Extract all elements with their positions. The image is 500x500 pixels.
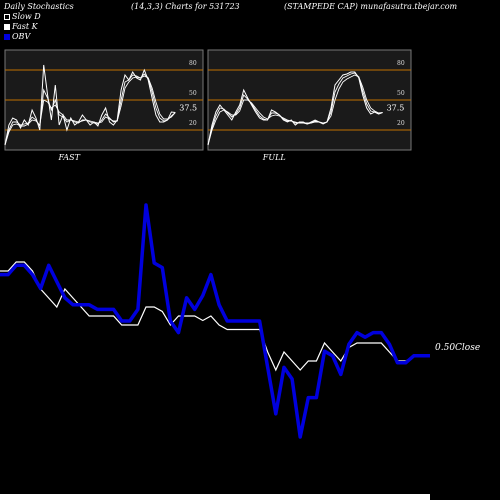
obv-swatch xyxy=(4,33,10,40)
legend-slow-d-label: Slow D xyxy=(12,12,41,21)
full-tick-label: 20 xyxy=(397,120,405,127)
legend-fast-k: Fast K xyxy=(4,22,38,31)
full-panel-label: FULL xyxy=(262,153,286,162)
fast-stochastic-panel: 80 50 20 37.5 FAST xyxy=(4,49,204,162)
full-tick-label: 50 xyxy=(397,90,405,97)
full-series-line-1 xyxy=(207,72,383,146)
legend-slow-d: Slow D xyxy=(4,12,41,21)
fast-panel-label: FAST xyxy=(57,153,80,162)
fast-series-line-2 xyxy=(4,75,176,146)
obv-line xyxy=(0,203,430,439)
fast-k-swatch xyxy=(4,23,10,30)
close-price-line xyxy=(0,261,430,372)
fast-series-line-1 xyxy=(4,73,176,146)
full-series-line-2 xyxy=(207,74,383,146)
full-stochastic-panel: 80 50 20 37.5 FULL xyxy=(207,49,412,162)
full-last-value-label: 37.5 xyxy=(387,104,405,113)
legend-obv: OBV xyxy=(4,32,30,41)
full-series-line-0 xyxy=(207,71,383,146)
fast-tick-label: 80 xyxy=(189,60,197,67)
source-label: (STAMPEDE CAP) munafasutra.tbejar.com xyxy=(284,2,458,11)
fast-tick-label: 50 xyxy=(189,90,197,97)
bottom-axis-strip xyxy=(0,494,430,500)
slow-d-swatch xyxy=(4,13,10,20)
full-tick-label: 80 xyxy=(397,60,405,67)
close-annotation: 0.50Close xyxy=(435,343,480,353)
fast-tick-label: 20 xyxy=(189,120,197,127)
chart-title: Daily Stochastics xyxy=(4,2,74,11)
obv-close-panel: 0.50Close xyxy=(0,203,480,500)
chart-subtitle: (14,3,3) Charts for 531723 xyxy=(131,2,240,11)
legend-fast-k-label: Fast K xyxy=(12,22,38,31)
fast-last-value-label: 37.5 xyxy=(179,104,197,113)
legend-obv-label: OBV xyxy=(12,32,31,41)
